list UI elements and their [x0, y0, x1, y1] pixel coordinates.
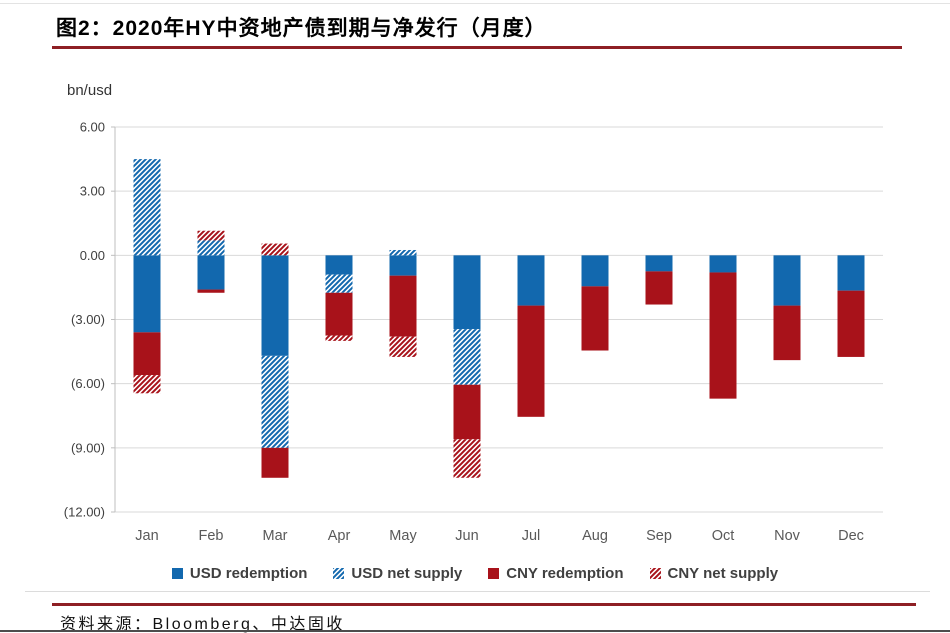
chart-legend: USD redemption USD net supply CNY redemp…	[0, 565, 950, 582]
legend-swatch-cny-redemption	[488, 568, 500, 579]
svg-text:Jan: Jan	[135, 528, 158, 544]
legend-item-cny-redemption: CNY redemption	[488, 565, 624, 582]
svg-text:Aug: Aug	[582, 528, 608, 544]
legend-label-cny-net-supply: CNY net supply	[667, 565, 779, 582]
svg-text:Nov: Nov	[774, 528, 801, 544]
legend-label-usd-redemption: USD redemption	[189, 565, 308, 582]
svg-text:Sep: Sep	[646, 528, 672, 544]
svg-text:Oct: Oct	[712, 528, 735, 544]
top-divider	[0, 3, 950, 4]
legend-divider	[25, 591, 930, 592]
title-underline	[52, 46, 902, 49]
svg-text:(6.00): (6.00)	[71, 376, 105, 391]
svg-text:Mar: Mar	[263, 528, 288, 544]
legend-label-usd-net-supply: USD net supply	[351, 565, 463, 582]
svg-text:Jun: Jun	[455, 528, 478, 544]
chart-area: 6.00 3.00 0.00 (3.00) (6.00) (9.00) (12.00) Jan…	[0, 110, 950, 565]
source-divider	[52, 603, 916, 606]
svg-text:Jul: Jul	[522, 528, 541, 544]
legend-item-cny-net-supply: CNY net supply	[649, 565, 779, 582]
svg-text:(9.00): (9.00)	[71, 440, 105, 455]
svg-text:May: May	[389, 528, 417, 544]
bottom-divider	[0, 630, 950, 632]
legend-item-usd-redemption: USD redemption	[171, 565, 308, 582]
source-text: 资料来源：Bloomberg、中达固收	[60, 616, 345, 633]
svg-text:3.00: 3.00	[80, 184, 105, 199]
svg-text:Dec: Dec	[838, 528, 864, 544]
legend-swatch-usd-redemption	[171, 568, 183, 579]
legend-label-cny-redemption: CNY redemption	[506, 565, 624, 582]
svg-text:(3.00): (3.00)	[71, 312, 105, 327]
figure-title: 图2：2020年HY中资地产债到期与净发行（月度）	[56, 17, 547, 40]
chart-svg: 6.00 3.00 0.00 (3.00) (6.00) (9.00) (12.00) Jan…	[64, 120, 883, 544]
legend-swatch-cny-net-supply	[649, 568, 661, 579]
legend-item-usd-net-supply: USD net supply	[333, 565, 462, 582]
y-axis-unit-label: bn/usd	[67, 82, 113, 99]
legend-swatch-usd-net-supply	[333, 568, 345, 579]
svg-text:Apr: Apr	[328, 528, 351, 544]
svg-text:Feb: Feb	[199, 528, 224, 544]
svg-text:0.00: 0.00	[80, 248, 105, 263]
svg-text:(12.00): (12.00)	[64, 505, 105, 520]
svg-text:6.00: 6.00	[80, 120, 105, 135]
